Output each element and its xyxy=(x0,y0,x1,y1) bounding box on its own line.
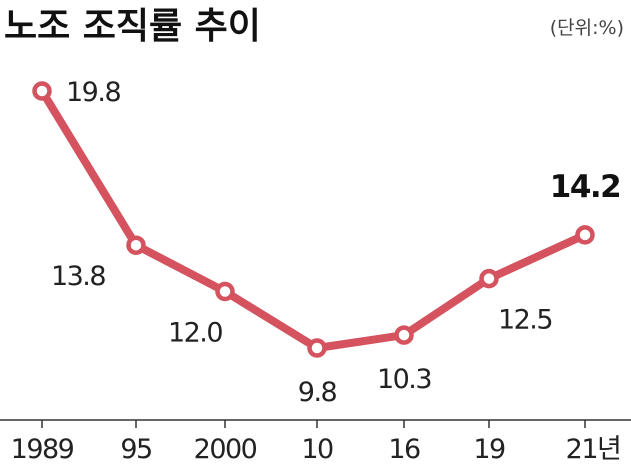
data-point-5 xyxy=(479,268,499,289)
data-point-6 xyxy=(575,225,595,245)
data-label-3: 9.8 xyxy=(298,377,337,408)
x-tick-label-5: 19 xyxy=(473,434,505,465)
x-tick-label-1: 95 xyxy=(120,434,151,465)
data-point-2 xyxy=(215,281,235,302)
data-markers xyxy=(32,81,595,358)
chart-title: 노조 조직률 추이 xyxy=(4,6,261,47)
x-tick-label-2: 2000 xyxy=(194,434,257,465)
data-label-6: 14.2 xyxy=(550,169,621,205)
data-label-0: 19.8 xyxy=(66,77,120,108)
data-labels: 19.8 13.8 12.0 9.8 10.3 12.5 14.2 xyxy=(51,77,622,408)
x-tick-label-4: 16 xyxy=(388,434,420,465)
data-label-4: 10.3 xyxy=(377,364,431,395)
data-point-3 xyxy=(307,338,327,358)
unit-label: (단위:%) xyxy=(550,17,624,39)
data-point-1 xyxy=(126,235,146,255)
data-label-5: 12.5 xyxy=(498,305,552,336)
x-tick-label-6: 21년 xyxy=(566,434,621,465)
data-label-1: 13.8 xyxy=(51,261,105,292)
x-tick-label-0: 1989 xyxy=(11,434,74,465)
data-point-4 xyxy=(394,325,414,345)
x-tick-label-3: 10 xyxy=(301,434,333,465)
x-tick-labels: 1989 95 2000 10 16 19 21년 xyxy=(11,434,622,465)
data-point-0 xyxy=(32,81,52,101)
data-label-2: 12.0 xyxy=(168,318,222,349)
x-axis-ticks xyxy=(41,420,586,428)
